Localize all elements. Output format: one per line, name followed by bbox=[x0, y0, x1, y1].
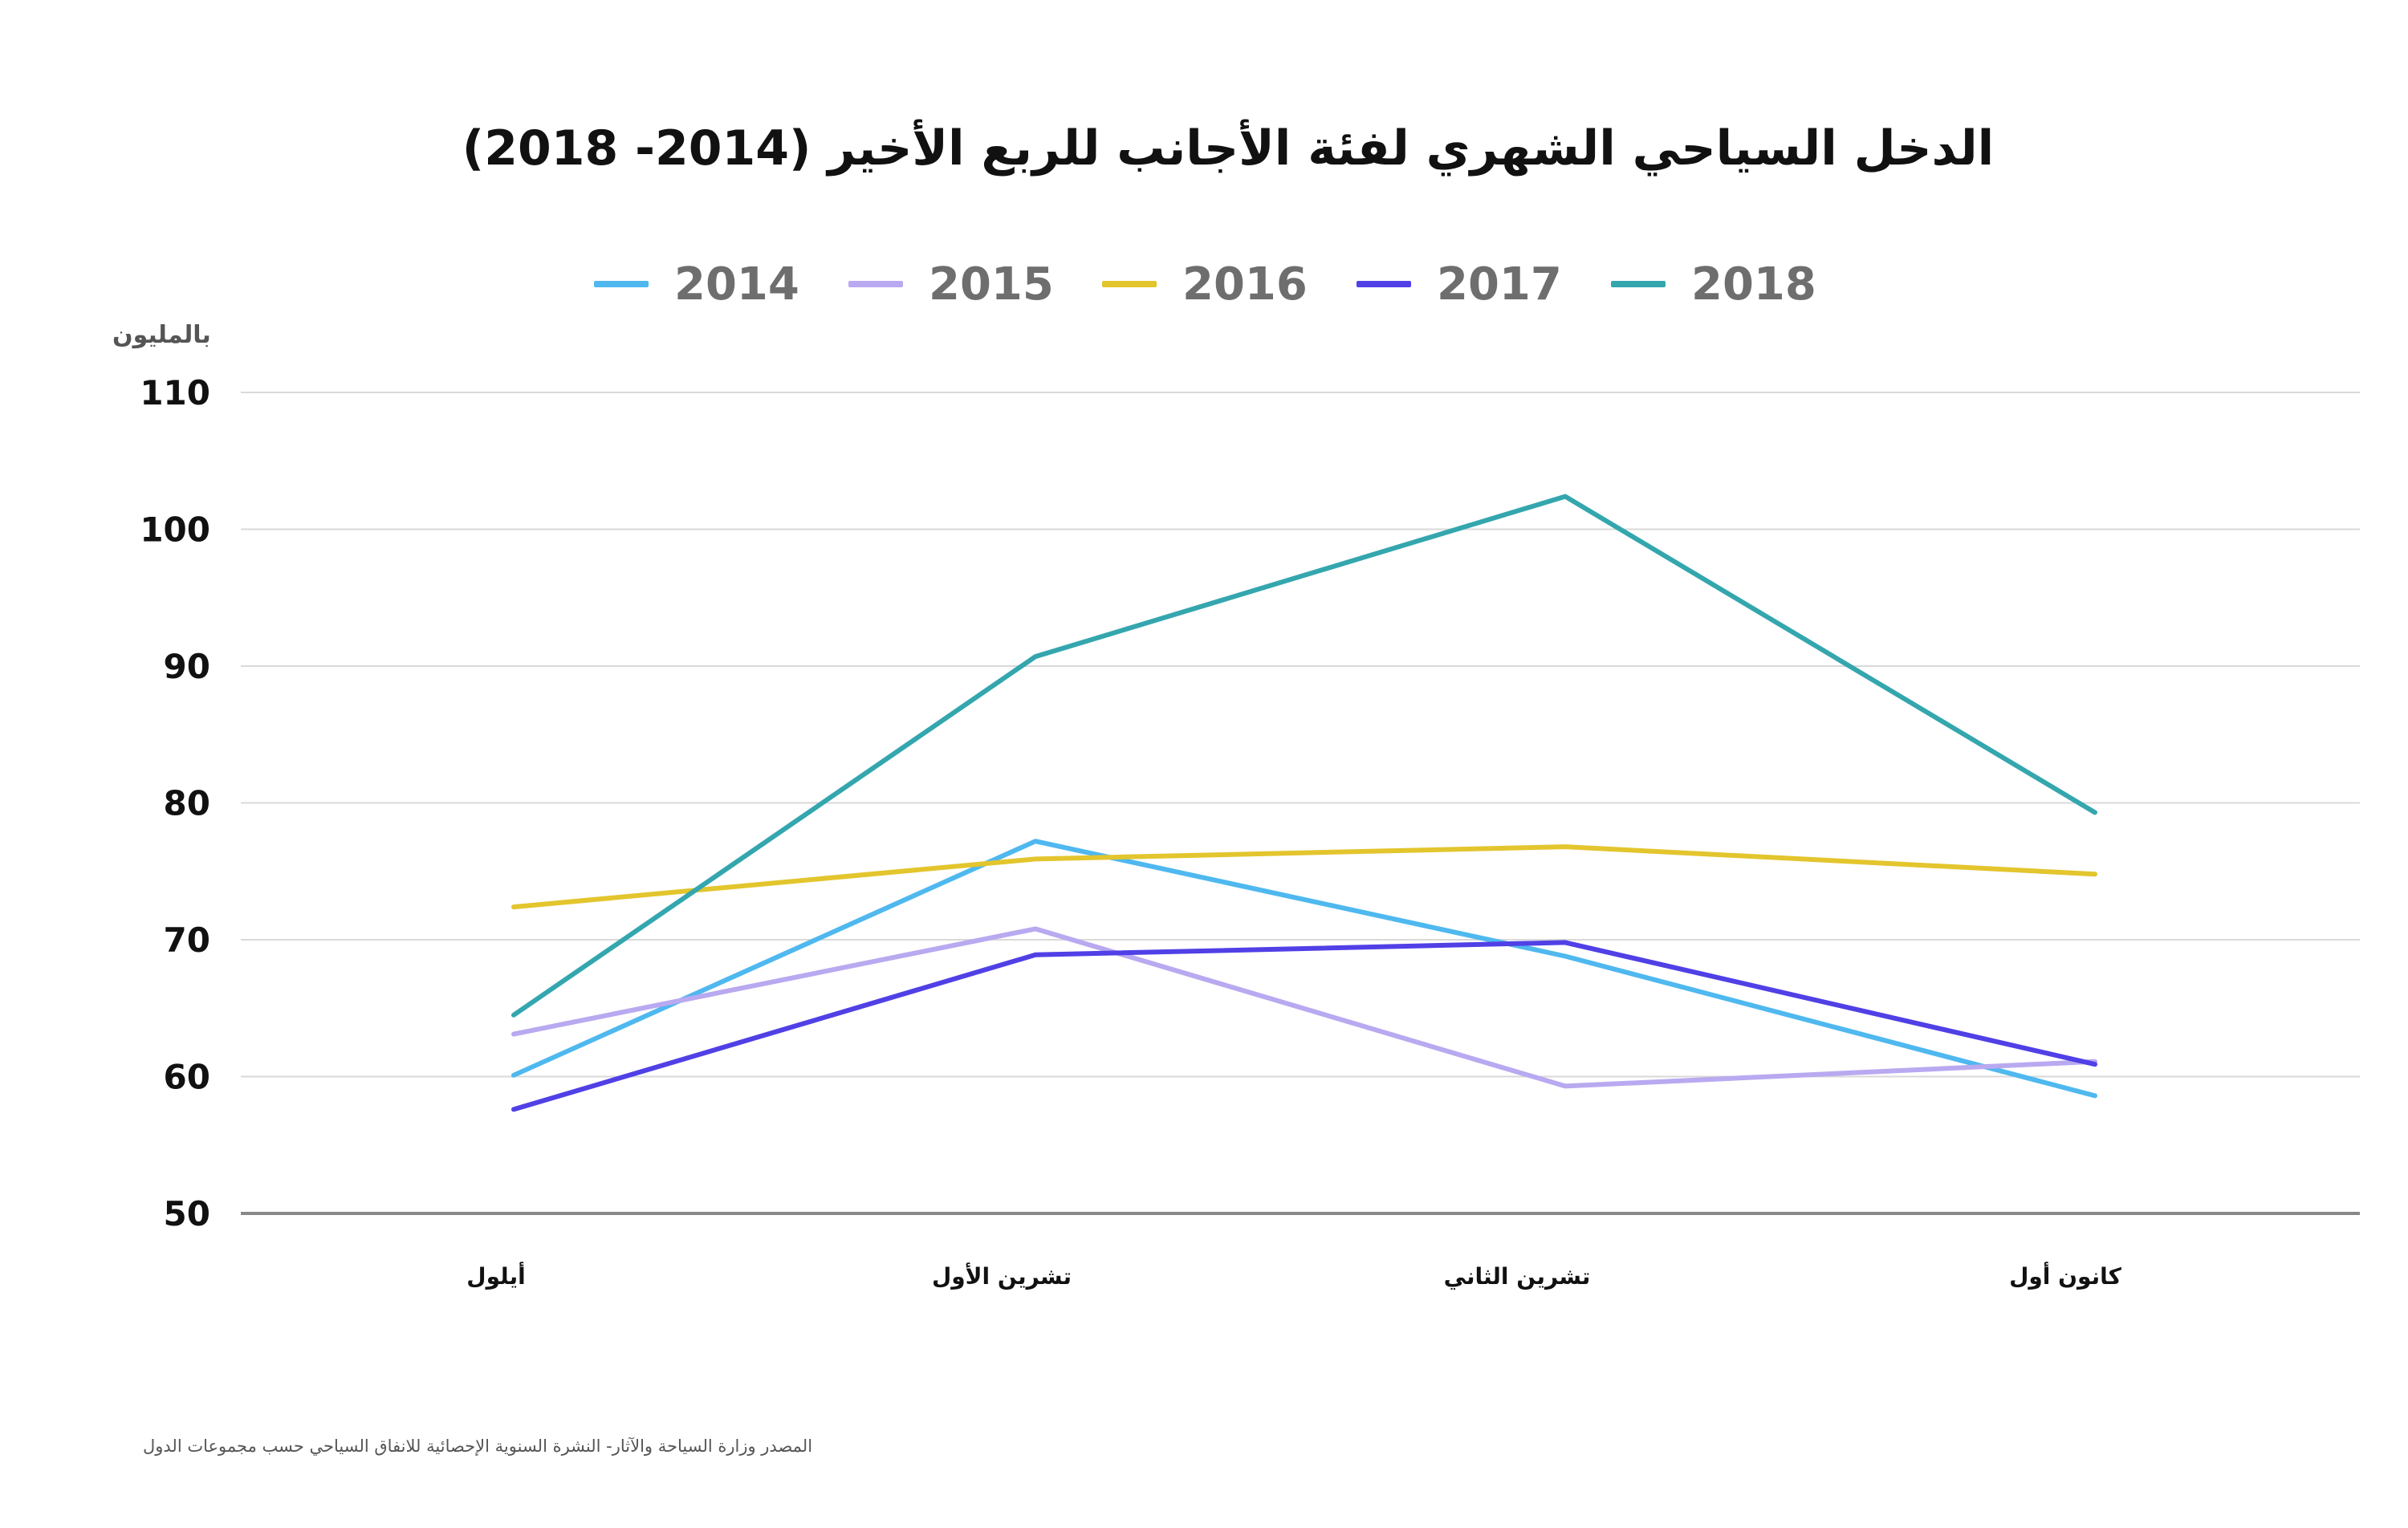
legend-label-2018: 2018 bbox=[1691, 258, 1816, 311]
legend-swatch-2014 bbox=[594, 281, 649, 287]
legend-label-2015: 2015 bbox=[929, 258, 1054, 311]
y-tick-label-100: 100 bbox=[140, 510, 210, 550]
source-note: المصدر وزارة السياحة والآثار- النشرة الس… bbox=[143, 1437, 813, 1456]
series-line-2014 bbox=[511, 839, 2097, 1099]
y-tick-label-60: 60 bbox=[164, 1058, 210, 1097]
legend-swatch-2015 bbox=[848, 281, 903, 287]
series-line-2018 bbox=[511, 494, 2097, 1018]
x-tick-label-3: تشرين الثاني bbox=[1444, 1263, 1591, 1290]
y-tick-label-90: 90 bbox=[164, 647, 210, 686]
legend-label-2014: 2014 bbox=[674, 258, 799, 311]
x-tick-label-1: أيلول bbox=[466, 1262, 525, 1290]
y-axis-unit-label: بالمليون bbox=[112, 321, 211, 349]
x-tick-label-4: كانون أول bbox=[2009, 1262, 2122, 1290]
series-line-2015 bbox=[511, 926, 2097, 1089]
legend-swatch-2018 bbox=[1611, 281, 1666, 287]
series-line-2017 bbox=[511, 940, 2097, 1112]
legend-swatch-2017 bbox=[1357, 281, 1411, 287]
x-tick-label-2: تشرين الأول bbox=[932, 1262, 1072, 1290]
y-tick-label-50: 50 bbox=[164, 1194, 210, 1233]
legend-label-2016: 2016 bbox=[1182, 258, 1308, 311]
y-tick-label-70: 70 bbox=[164, 920, 210, 960]
legend-swatch-2016 bbox=[1102, 281, 1157, 287]
legend-label-2017: 2017 bbox=[1437, 258, 1562, 311]
series-line-2016 bbox=[511, 844, 2097, 910]
chart-title: الدخل السياحي الشهري لفئة الأجانب للربع … bbox=[462, 120, 1995, 177]
y-tick-label-110: 110 bbox=[140, 373, 210, 412]
y-tick-label-80: 80 bbox=[164, 784, 210, 823]
legend: 2014 2015 2016 2017 2018 bbox=[0, 257, 2408, 313]
